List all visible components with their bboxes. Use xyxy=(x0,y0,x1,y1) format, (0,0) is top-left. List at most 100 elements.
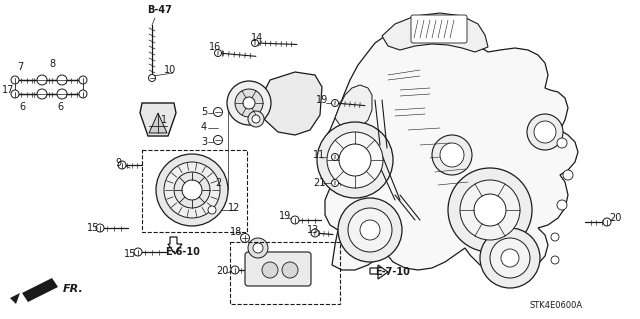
Circle shape xyxy=(534,121,556,143)
Circle shape xyxy=(248,238,268,258)
Circle shape xyxy=(603,218,611,226)
Circle shape xyxy=(501,249,519,267)
Text: 12: 12 xyxy=(228,203,240,213)
Text: 4: 4 xyxy=(201,122,207,132)
Circle shape xyxy=(440,143,464,167)
Circle shape xyxy=(79,90,87,98)
Circle shape xyxy=(11,76,19,84)
Circle shape xyxy=(474,194,506,226)
Circle shape xyxy=(460,180,520,240)
Polygon shape xyxy=(168,237,182,254)
Circle shape xyxy=(317,122,393,198)
Text: 20: 20 xyxy=(216,266,228,276)
Circle shape xyxy=(480,228,540,288)
Text: 21: 21 xyxy=(313,178,325,188)
Polygon shape xyxy=(262,72,322,135)
Circle shape xyxy=(214,136,223,145)
Circle shape xyxy=(332,100,339,107)
Circle shape xyxy=(208,206,216,214)
Text: 11: 11 xyxy=(313,150,325,160)
Polygon shape xyxy=(335,85,372,130)
Text: 19: 19 xyxy=(316,95,328,105)
Polygon shape xyxy=(140,103,176,136)
Circle shape xyxy=(490,238,530,278)
Text: STK4E0600A: STK4E0600A xyxy=(529,301,582,310)
Text: 14: 14 xyxy=(251,33,263,43)
Text: 1: 1 xyxy=(161,115,167,125)
Polygon shape xyxy=(370,265,388,279)
Circle shape xyxy=(37,75,47,85)
Circle shape xyxy=(235,89,263,117)
Circle shape xyxy=(134,248,142,256)
Text: 2: 2 xyxy=(215,178,221,188)
Circle shape xyxy=(253,243,263,253)
Text: 20: 20 xyxy=(609,213,621,223)
Circle shape xyxy=(11,90,19,98)
Circle shape xyxy=(339,144,371,176)
Polygon shape xyxy=(22,278,58,302)
Text: 6: 6 xyxy=(19,102,25,112)
FancyBboxPatch shape xyxy=(411,15,467,43)
Circle shape xyxy=(174,172,210,208)
Text: 17: 17 xyxy=(2,85,14,95)
Circle shape xyxy=(252,115,260,123)
Circle shape xyxy=(291,216,299,224)
Circle shape xyxy=(57,75,67,85)
Circle shape xyxy=(360,220,380,240)
Circle shape xyxy=(432,135,472,175)
Circle shape xyxy=(156,154,228,226)
Circle shape xyxy=(338,198,402,262)
Text: E-6-10: E-6-10 xyxy=(166,247,200,257)
Circle shape xyxy=(563,170,573,180)
Circle shape xyxy=(164,162,220,218)
Circle shape xyxy=(57,89,67,99)
Text: 8: 8 xyxy=(49,59,55,69)
Circle shape xyxy=(241,234,250,242)
Circle shape xyxy=(448,168,532,252)
Circle shape xyxy=(551,233,559,241)
Text: 16: 16 xyxy=(209,42,221,52)
Text: 15: 15 xyxy=(124,249,136,259)
Circle shape xyxy=(332,180,339,187)
Text: 6: 6 xyxy=(57,102,63,112)
Text: 5: 5 xyxy=(201,107,207,117)
Text: 15: 15 xyxy=(87,223,99,233)
Text: 3: 3 xyxy=(201,137,207,147)
Text: 9: 9 xyxy=(115,158,121,168)
Circle shape xyxy=(118,161,126,169)
Text: FR.: FR. xyxy=(63,284,84,294)
Circle shape xyxy=(79,76,87,84)
Circle shape xyxy=(348,208,392,252)
Text: 18: 18 xyxy=(230,227,242,237)
Circle shape xyxy=(214,108,223,116)
Circle shape xyxy=(231,266,239,274)
Circle shape xyxy=(527,114,563,150)
Circle shape xyxy=(37,89,47,99)
FancyBboxPatch shape xyxy=(245,252,311,286)
Circle shape xyxy=(557,200,567,210)
Text: 13: 13 xyxy=(307,225,319,235)
Circle shape xyxy=(248,111,264,127)
Circle shape xyxy=(551,256,559,264)
Circle shape xyxy=(252,40,259,47)
Text: 7: 7 xyxy=(17,62,23,72)
Text: 10: 10 xyxy=(164,65,176,75)
Text: E-7-10: E-7-10 xyxy=(376,267,410,277)
Circle shape xyxy=(262,262,278,278)
Circle shape xyxy=(311,229,319,237)
Text: B-47: B-47 xyxy=(148,5,172,15)
Polygon shape xyxy=(10,293,20,304)
Circle shape xyxy=(332,153,339,160)
Circle shape xyxy=(227,81,271,125)
Circle shape xyxy=(327,132,383,188)
Circle shape xyxy=(243,97,255,109)
Circle shape xyxy=(148,75,156,81)
Circle shape xyxy=(182,180,202,200)
Circle shape xyxy=(282,262,298,278)
Circle shape xyxy=(96,224,104,232)
Polygon shape xyxy=(382,13,488,52)
Circle shape xyxy=(214,49,221,56)
Circle shape xyxy=(557,138,567,148)
Polygon shape xyxy=(320,23,578,273)
Text: 19: 19 xyxy=(279,211,291,221)
